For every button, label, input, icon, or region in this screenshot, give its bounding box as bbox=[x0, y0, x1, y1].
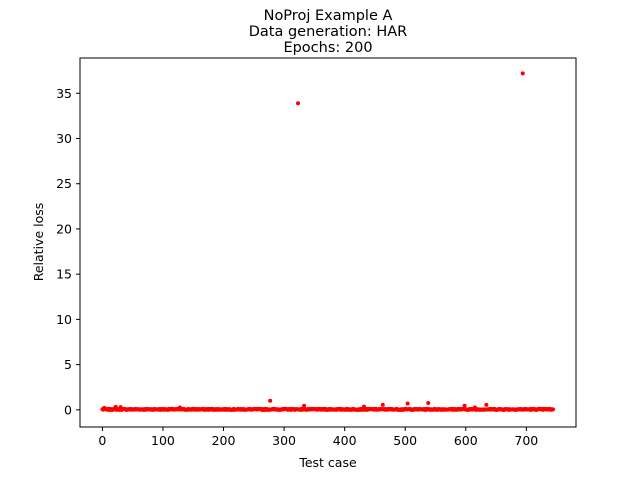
title-line-1: NoProj Example A bbox=[264, 8, 393, 24]
x-tick-label: 300 bbox=[272, 433, 296, 448]
y-tick-label: 20 bbox=[56, 221, 72, 236]
x-axis-ticks: 0 100 200 300 400 500 600 700 bbox=[98, 427, 538, 448]
y-tick-label: 25 bbox=[56, 176, 72, 191]
data-point bbox=[302, 403, 307, 408]
y-tick-label: 15 bbox=[56, 267, 72, 282]
y-tick-label: 10 bbox=[56, 312, 72, 327]
data-point bbox=[462, 403, 467, 408]
data-point bbox=[268, 398, 273, 403]
x-tick-label: 100 bbox=[151, 433, 175, 448]
title-line-2: Data generation: HAR bbox=[249, 24, 407, 40]
x-tick-label: 200 bbox=[212, 433, 236, 448]
data-point bbox=[426, 401, 431, 406]
x-tick-label: 500 bbox=[393, 433, 417, 448]
data-point bbox=[520, 71, 525, 76]
x-tick-label: 400 bbox=[333, 433, 357, 448]
y-axis-ticks: 0 5 10 15 20 25 30 35 bbox=[56, 86, 80, 417]
y-tick-label: 5 bbox=[64, 357, 72, 372]
title-line-3: Epochs: 200 bbox=[283, 40, 372, 56]
x-axis-label: Test case bbox=[298, 455, 357, 470]
chart-title: NoProj Example A Data generation: HAR Ep… bbox=[249, 8, 407, 56]
y-tick-label: 30 bbox=[56, 131, 72, 146]
y-axis-label: Relative loss bbox=[31, 203, 46, 282]
data-point bbox=[405, 401, 410, 406]
y-tick-label: 0 bbox=[64, 402, 72, 417]
data-point bbox=[550, 407, 555, 412]
data-point bbox=[296, 101, 301, 106]
plot-area-frame bbox=[79, 57, 577, 428]
data-point bbox=[484, 402, 489, 407]
data-point bbox=[380, 402, 385, 407]
scatter-points bbox=[100, 71, 555, 412]
x-tick-label: 600 bbox=[454, 433, 478, 448]
x-tick-label: 700 bbox=[514, 433, 538, 448]
x-tick-label: 0 bbox=[98, 433, 106, 448]
y-tick-label: 35 bbox=[56, 86, 72, 101]
